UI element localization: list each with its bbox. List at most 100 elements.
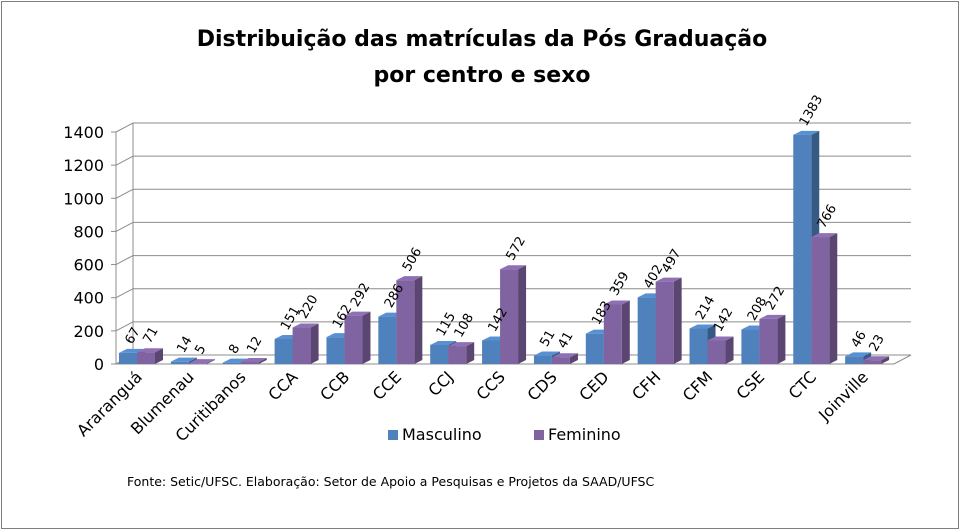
x-category-label: CTC xyxy=(785,367,820,402)
data-label: 220 xyxy=(296,293,321,322)
x-category-label: CCA xyxy=(264,367,301,404)
bar-side xyxy=(777,314,786,364)
bar-front xyxy=(603,304,622,364)
bar-front xyxy=(551,357,570,364)
bar-front xyxy=(448,346,467,364)
data-label: 292 xyxy=(348,281,373,310)
bar-feminino-cds xyxy=(551,353,578,364)
data-label: 142 xyxy=(711,305,736,334)
bar-top xyxy=(707,336,734,341)
x-category-label: Joinville xyxy=(814,367,872,425)
bar-top xyxy=(863,356,890,361)
bar-front xyxy=(811,237,830,364)
data-label: 14 xyxy=(174,334,195,356)
bar-top xyxy=(344,311,371,316)
legend-swatch xyxy=(534,430,544,440)
bar-front xyxy=(188,363,207,364)
bar-top xyxy=(533,351,560,356)
y-tick-label: 800 xyxy=(73,222,104,241)
y-tick-label: 600 xyxy=(73,256,104,275)
bar-top xyxy=(845,352,872,357)
bar-top xyxy=(793,130,820,135)
gridline-side xyxy=(115,188,134,199)
bar-side xyxy=(518,265,527,364)
bar-feminino-joinville xyxy=(863,356,890,364)
source-note: Fonte: Setic/UFSC. Elaboração: Setor de … xyxy=(127,474,654,489)
bar-feminino-araranguá xyxy=(137,348,163,364)
bar-side xyxy=(673,277,682,364)
data-label: 506 xyxy=(400,245,425,274)
x-category-label: CCE xyxy=(369,367,405,403)
bar-front xyxy=(741,329,760,364)
bar-top xyxy=(240,358,267,363)
bar-feminino-cce xyxy=(396,276,423,364)
bar-front xyxy=(793,134,812,364)
bar-front xyxy=(378,316,397,364)
data-label: 46 xyxy=(849,329,870,351)
bar-top xyxy=(551,353,578,358)
bar-front xyxy=(500,269,519,364)
data-label: 12 xyxy=(244,334,265,356)
data-label: 572 xyxy=(504,234,529,263)
bar-front xyxy=(344,315,363,364)
bar-side xyxy=(362,311,371,364)
bar-front xyxy=(240,362,259,364)
x-category-label: CCS xyxy=(472,367,508,403)
data-label: 8 xyxy=(226,342,243,357)
x-category-label: CFM xyxy=(679,367,717,405)
y-tick-label: 1200 xyxy=(63,156,104,175)
bar-top xyxy=(500,265,527,270)
bar-side xyxy=(414,276,423,364)
bar-feminino-ctc xyxy=(811,233,838,364)
gridline-side xyxy=(115,288,134,299)
bar-front xyxy=(119,352,137,364)
bar-front xyxy=(326,337,345,364)
y-tick-label: 400 xyxy=(73,289,104,308)
legend: Masculino Feminino xyxy=(388,425,621,444)
chart-title-line-1: Distribuição das matrículas da Pós Gradu… xyxy=(197,27,768,52)
bar-feminino-cse xyxy=(759,314,786,364)
x-category-label: CCJ xyxy=(424,367,457,400)
bar-top xyxy=(396,276,423,281)
bar-front xyxy=(845,356,864,364)
legend-label: Masculino xyxy=(402,425,482,444)
x-category-label: CFH xyxy=(628,367,664,403)
legend-label: Feminino xyxy=(548,425,621,444)
bar-front xyxy=(707,340,726,364)
bar-front xyxy=(430,344,449,364)
chart-title-line-2: por centro e sexo xyxy=(373,63,590,88)
bar-side xyxy=(881,356,890,364)
gridline-side xyxy=(115,155,134,166)
data-label: 359 xyxy=(607,270,632,299)
gridline-side xyxy=(115,221,134,232)
bar-front xyxy=(585,333,604,364)
bar-top xyxy=(430,340,457,345)
bar-side xyxy=(206,359,215,364)
data-label: 51 xyxy=(537,328,558,350)
bar-top xyxy=(759,314,786,319)
bar-side xyxy=(258,358,267,364)
data-label: 67 xyxy=(122,325,143,347)
bar-front xyxy=(863,360,882,364)
bar-front xyxy=(655,281,674,364)
bar-feminino-curitibanos xyxy=(240,358,267,364)
y-tick-label: 1000 xyxy=(63,189,104,208)
bar-front xyxy=(689,328,708,364)
x-category-label: CSE xyxy=(733,367,769,403)
bar-front xyxy=(759,318,778,364)
bar-feminino-ccj xyxy=(448,342,475,364)
bar-top xyxy=(137,348,163,353)
data-label: 497 xyxy=(659,247,684,276)
bar-front xyxy=(170,361,189,364)
bar-top xyxy=(689,324,716,329)
data-label: 23 xyxy=(867,332,888,354)
bar-side xyxy=(621,300,630,364)
legend-swatch xyxy=(388,430,398,440)
bar-side xyxy=(310,323,319,364)
y-axis-ticks: 0 200 400 600 800 1000 1200 1400 xyxy=(63,123,104,374)
data-label: 71 xyxy=(140,324,161,346)
bar-front xyxy=(274,338,293,364)
chart-bars xyxy=(119,130,890,364)
gridline-side xyxy=(115,255,134,266)
